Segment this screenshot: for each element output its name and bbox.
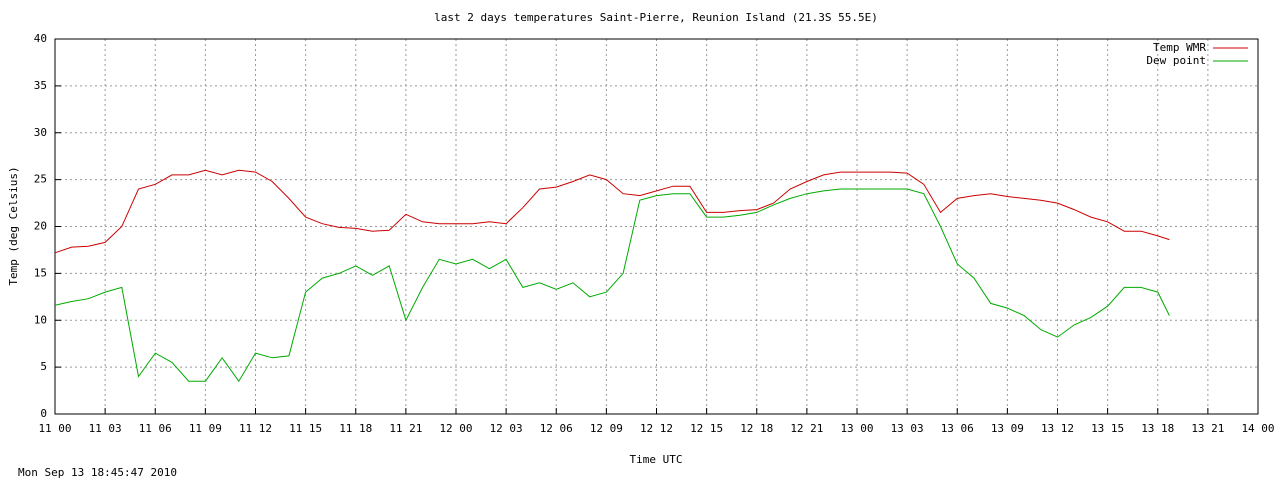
x-tick-label: 12 15 <box>690 422 723 435</box>
legend-label: Dew point <box>1146 54 1206 67</box>
x-tick-label: 12 12 <box>640 422 673 435</box>
x-tick-label: 12 21 <box>790 422 823 435</box>
x-tick-label: 12 06 <box>540 422 573 435</box>
x-tick-label: 13 03 <box>891 422 924 435</box>
y-tick-label: 30 <box>34 126 47 139</box>
x-axis-label: Time UTC <box>630 453 683 466</box>
y-tick-label: 25 <box>34 173 47 186</box>
x-tick-label: 13 18 <box>1141 422 1174 435</box>
x-tick-label: 12 09 <box>590 422 623 435</box>
timestamp: Mon Sep 13 18:45:47 2010 <box>18 466 177 479</box>
series-line <box>54 188 1170 383</box>
series-line <box>54 169 1170 254</box>
x-tick-label: 12 00 <box>439 422 472 435</box>
x-tick-label: 11 09 <box>189 422 222 435</box>
plot-border <box>54 38 1259 415</box>
y-tick-label: 20 <box>34 220 47 233</box>
x-tick-label: 13 21 <box>1191 422 1224 435</box>
x-tick-label: 11 18 <box>339 422 372 435</box>
legend-label: Temp WMR <box>1153 41 1206 54</box>
x-tick-label: 13 12 <box>1041 422 1074 435</box>
y-tick-label: 10 <box>34 313 47 326</box>
y-tick-label: 5 <box>40 360 47 373</box>
x-tick-label: 11 12 <box>239 422 272 435</box>
x-tick-label: 11 06 <box>139 422 172 435</box>
x-tick-label: 13 00 <box>840 422 873 435</box>
x-tick-label: 13 09 <box>991 422 1024 435</box>
x-tick-label: 13 15 <box>1091 422 1124 435</box>
y-tick-label: 40 <box>34 32 47 45</box>
x-tick-label: 13 06 <box>941 422 974 435</box>
x-tick-label: 11 15 <box>289 422 322 435</box>
x-tick-label: 12 18 <box>740 422 773 435</box>
x-tick-label: 11 21 <box>389 422 422 435</box>
chart-title: last 2 days temperatures Saint-Pierre, R… <box>434 11 878 24</box>
y-axis-label: Temp (deg Celsius) <box>7 166 20 285</box>
x-tick-label: 11 03 <box>89 422 122 435</box>
y-tick-label: 0 <box>40 407 47 420</box>
x-tick-label: 11 00 <box>38 422 71 435</box>
y-tick-label: 15 <box>34 266 47 279</box>
x-tick-label: 12 03 <box>490 422 523 435</box>
y-tick-label: 35 <box>34 79 47 92</box>
x-tick-label: 14 00 <box>1241 422 1274 435</box>
